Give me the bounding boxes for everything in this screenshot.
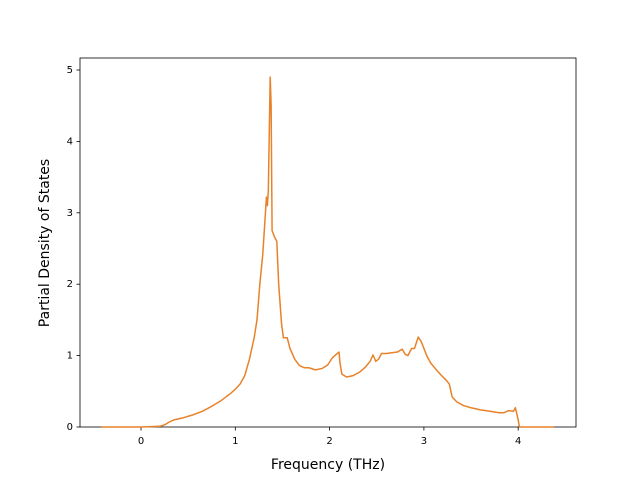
x-tick-label: 3: [421, 436, 427, 447]
x-tick-label: 4: [515, 436, 521, 447]
y-tick-label: 1: [67, 351, 73, 362]
y-tick-label: 2: [67, 279, 73, 290]
data-line: [101, 76, 555, 428]
y-tick-label: 0: [67, 422, 73, 433]
y-tick-label: 5: [67, 65, 73, 76]
axes-frame: [79, 57, 577, 428]
y-tick-label: 3: [67, 208, 73, 219]
x-tick-label: 0: [138, 436, 144, 447]
y-axis-label: Partial Density of States: [37, 159, 53, 327]
y-tick-label: 4: [67, 136, 73, 147]
x-tick-label: 2: [326, 436, 332, 447]
x-axis-label: Frequency (THz): [271, 457, 385, 473]
x-tick-label: 1: [232, 436, 238, 447]
